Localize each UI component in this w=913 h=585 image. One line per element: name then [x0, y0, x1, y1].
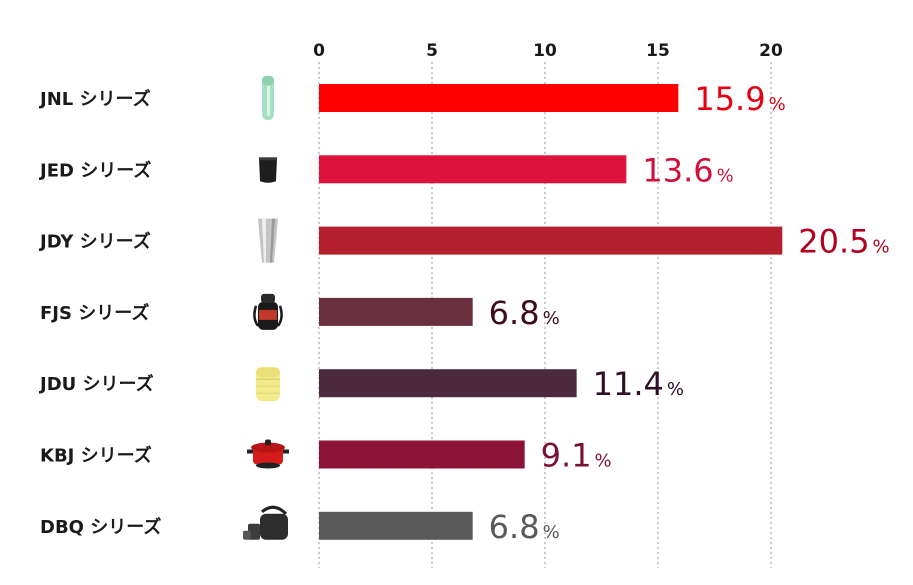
bar — [319, 226, 783, 255]
yellow-food-jar-icon — [256, 367, 280, 402]
value-percent-sign: % — [717, 165, 734, 186]
value-number: 13.6 — [642, 151, 713, 189]
lunch-box-set-icon — [243, 505, 288, 540]
value-number: 6.8 — [489, 508, 540, 546]
category-label: JED シリーズ — [38, 159, 151, 181]
bar — [319, 155, 627, 184]
value-number: 15.9 — [694, 80, 765, 118]
value-labels: 15.9 %13.6 %20.5 %6.8 %11.4 %9.1 %6.8% — [489, 80, 890, 546]
red-cooking-pot-icon — [247, 439, 289, 469]
value-percent-sign: % — [873, 237, 890, 258]
value-percent-sign: % — [667, 379, 684, 400]
value-percent-sign: % — [595, 451, 612, 472]
x-tick-label: 5 — [426, 41, 438, 61]
bar — [319, 369, 577, 398]
category-label: KBJ シリーズ — [40, 445, 152, 467]
bar — [319, 511, 473, 540]
category-label: DBQ シリーズ — [40, 516, 161, 538]
gridlines — [318, 62, 772, 568]
value-label: 13.6% — [642, 151, 733, 189]
value-number: 20.5 — [798, 223, 869, 261]
value-percent-sign: % — [543, 308, 560, 329]
x-tick-label: 20 — [759, 41, 783, 61]
x-tick-label: 10 — [533, 41, 557, 61]
bar — [319, 440, 525, 469]
value-number: 6.8 — [489, 294, 540, 332]
bar — [319, 84, 679, 112]
category-label: JDU シリーズ — [38, 373, 154, 395]
value-label: 20.5% — [798, 223, 889, 261]
category-labels: JNL シリーズ JED シリーズ JDY シリーズ FJS シリーズ JDU シリーズ… — [38, 88, 161, 538]
value-percent-sign: % — [543, 522, 560, 543]
value-label: 15.9% — [694, 80, 785, 118]
bars — [319, 84, 783, 540]
category-label: FJS シリーズ — [40, 302, 149, 324]
value-label: 9.1% — [541, 437, 612, 475]
value-label: 11.4% — [593, 365, 684, 403]
black-tumbler-icon — [259, 157, 277, 183]
x-tick-label: 0 — [313, 41, 325, 61]
value-number: 11.4 — [593, 365, 664, 403]
category-label: JNL シリーズ — [38, 88, 151, 110]
bar — [319, 297, 473, 326]
slim-thermos-bottle-icon — [262, 76, 274, 120]
product-icons — [243, 76, 289, 540]
x-tick-label: 15 — [646, 41, 670, 61]
value-label: 6.8% — [489, 508, 560, 546]
stainless-tumbler-icon — [258, 218, 278, 263]
value-number: 9.1 — [541, 437, 592, 475]
value-label: 6.8% — [489, 294, 560, 332]
category-label: JDY シリーズ — [38, 231, 151, 253]
x-axis-ticks: 0 5 10 15 20 — [313, 41, 783, 61]
sports-bottle-icon — [253, 293, 283, 330]
value-percent-sign: % — [769, 94, 786, 115]
